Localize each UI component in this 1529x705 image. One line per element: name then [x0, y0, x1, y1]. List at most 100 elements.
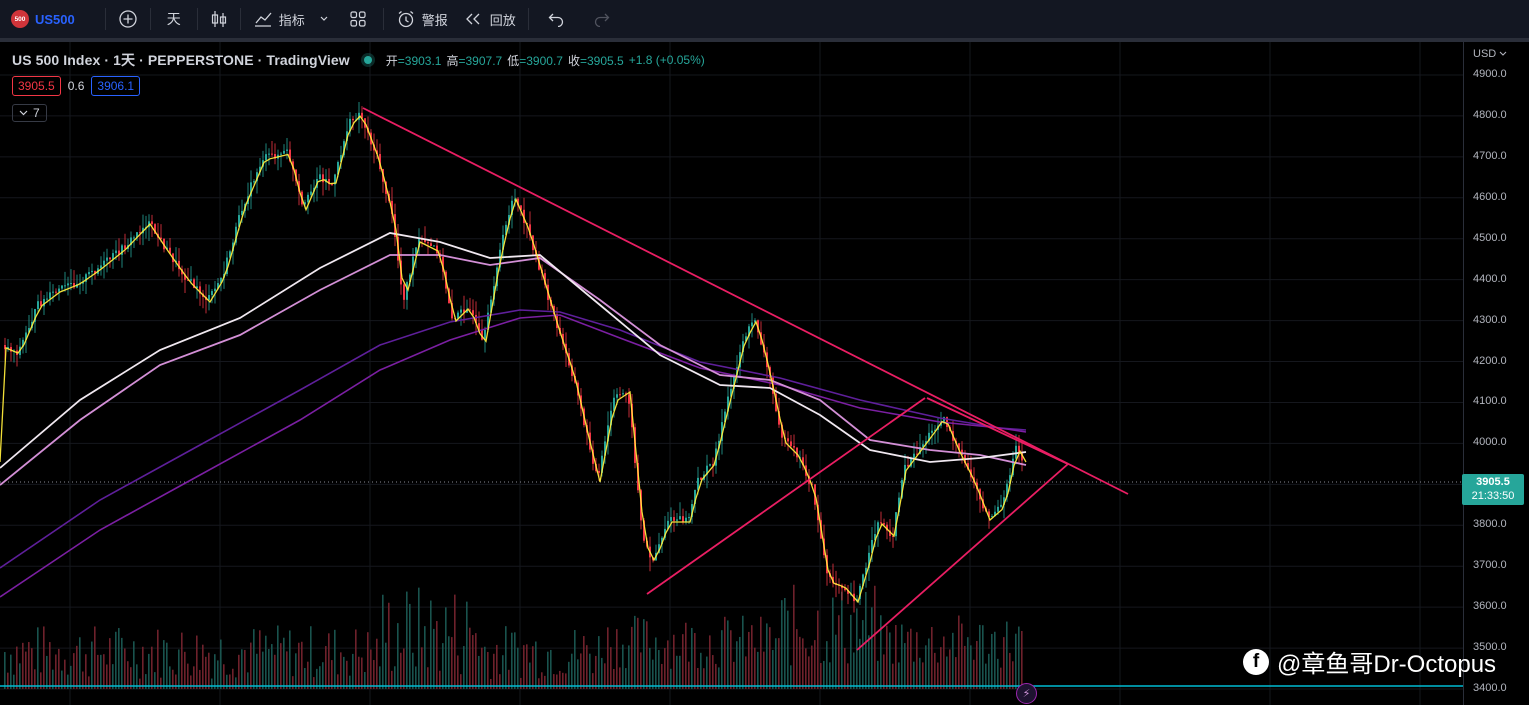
interval-button[interactable]: 天 [166, 11, 181, 27]
volume-bar [109, 638, 111, 689]
candle-body [178, 260, 180, 270]
volume-bar [847, 663, 849, 689]
volume-bar [70, 665, 72, 689]
candle-body [883, 523, 885, 525]
volume-bar [541, 672, 543, 689]
candle-body [667, 520, 669, 529]
volume-bar [241, 649, 243, 689]
buy-price-button[interactable]: 3906.1 [91, 76, 141, 96]
candle-body [988, 511, 990, 517]
volume-bar [67, 674, 69, 689]
candle-body [811, 483, 813, 485]
volume-bar [655, 637, 657, 689]
redo-button[interactable] [579, 0, 625, 38]
volume-bar [616, 629, 618, 689]
candle-body [472, 310, 474, 315]
candle-body [310, 191, 312, 195]
replay-label: 回放 [489, 12, 516, 28]
volume-bar [499, 674, 501, 689]
volume-bar [544, 675, 546, 689]
low-value: =3900.7 [519, 53, 563, 68]
candle-body [844, 588, 846, 591]
volume-bar [244, 649, 246, 689]
volume-bar [145, 674, 147, 689]
candle-body [337, 162, 339, 175]
chart-type-button[interactable] [202, 0, 236, 38]
candle-body [790, 441, 792, 447]
symbol-search-button[interactable]: 500 US500 [0, 0, 83, 38]
candle-body [259, 166, 261, 173]
undo-button[interactable] [533, 0, 579, 38]
indicators-toggle-button[interactable]: 7 [12, 104, 47, 122]
volume-bar [550, 649, 552, 689]
volume-bar [649, 647, 651, 689]
candle-body [190, 279, 192, 281]
volume-bar [490, 678, 492, 689]
price-chart[interactable] [0, 42, 1529, 705]
candle-body [919, 447, 921, 454]
volume-bar [991, 633, 993, 689]
candle-body [352, 118, 354, 121]
volume-bar [958, 615, 960, 689]
candle-body [793, 446, 795, 448]
candle-body [334, 174, 336, 185]
candle-body [865, 567, 867, 575]
volume-bar [22, 642, 24, 689]
volume-bar [901, 624, 903, 689]
volume-bar [922, 662, 924, 689]
volume-bar [877, 660, 879, 689]
candle-body [796, 447, 798, 458]
volume-bar [769, 627, 771, 689]
volume-bar [139, 678, 141, 689]
chevron-down-icon[interactable] [319, 15, 329, 23]
volume-bar [199, 669, 201, 689]
candle-body [601, 455, 603, 473]
layout-button[interactable] [337, 0, 379, 38]
market-status-dot[interactable] [363, 56, 372, 64]
volume-bar [298, 642, 300, 689]
lightning-icon[interactable]: ⚡ [1016, 683, 1037, 704]
volume-bar [202, 644, 204, 689]
price-tick: 4900.0 [1473, 68, 1507, 80]
candle-body [931, 430, 933, 433]
open-label: 开 [385, 53, 398, 68]
candle-body [892, 535, 894, 537]
candle-body [616, 394, 618, 398]
candle-body [700, 477, 702, 480]
candle-body [1021, 452, 1023, 461]
volume-bar [25, 651, 27, 689]
alert-button[interactable]: 警报 [388, 0, 456, 38]
indicators-button[interactable]: 指标 [245, 0, 337, 38]
candle-body [319, 174, 321, 179]
candle-body [211, 291, 213, 296]
volume-bar [790, 665, 792, 689]
volume-bar [43, 626, 45, 689]
candle-body [613, 397, 615, 411]
volume-bar [943, 636, 945, 689]
price-scale[interactable] [1463, 42, 1529, 705]
volume-bar [466, 601, 468, 689]
volume-bar [880, 615, 882, 689]
volume-bar [478, 655, 480, 689]
volume-bar [1018, 626, 1020, 689]
volume-bar [799, 636, 801, 689]
currency-selector[interactable]: USD [1473, 48, 1507, 60]
volume-bar [754, 647, 756, 689]
close-value: =3905.5 [579, 53, 624, 68]
candle-body [748, 326, 750, 337]
volume-bar [103, 654, 105, 689]
compare-button[interactable] [110, 0, 146, 38]
volume-bar [538, 678, 540, 689]
volume-bar [700, 652, 702, 689]
volume-bar [1009, 652, 1011, 689]
volume-bar [238, 654, 240, 689]
volume-bar [283, 637, 285, 689]
replay-button[interactable]: 回放 [456, 0, 524, 38]
volume-bar [310, 626, 312, 689]
candle-body [529, 224, 531, 236]
volume-bar [214, 654, 216, 689]
sell-price-button[interactable]: 3905.5 [12, 76, 61, 96]
chart-title[interactable]: US 500 Index · 1天 · PEPPERSTONE · Tradin… [12, 52, 350, 68]
candle-body [727, 396, 729, 412]
volume-bar [520, 677, 522, 689]
